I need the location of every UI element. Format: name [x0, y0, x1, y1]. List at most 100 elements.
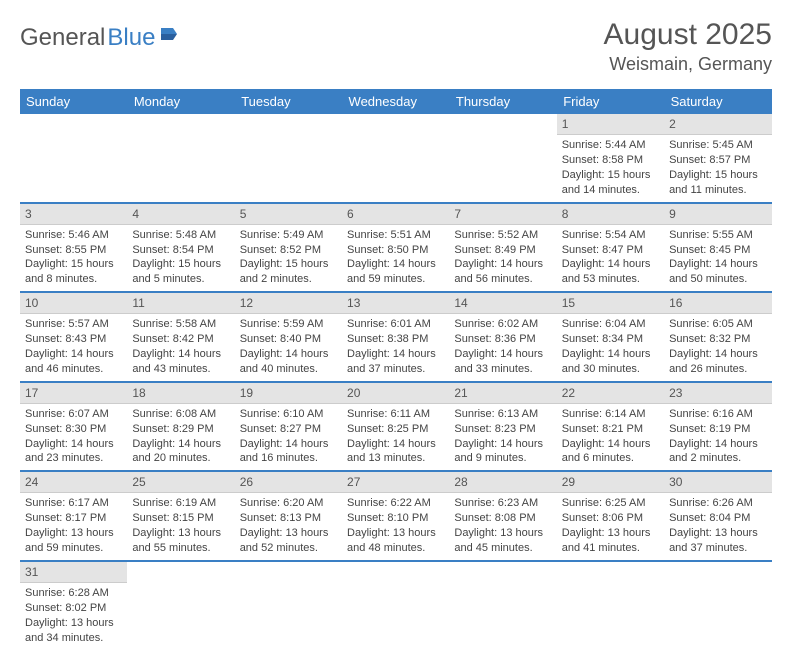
calendar-cell: 26Sunrise: 6:20 AMSunset: 8:13 PMDayligh…: [235, 471, 342, 561]
calendar-cell: 7Sunrise: 5:52 AMSunset: 8:49 PMDaylight…: [449, 203, 556, 293]
daylight-line: Daylight: 13 hours and 48 minutes.: [347, 526, 444, 556]
calendar-cell: 11Sunrise: 5:58 AMSunset: 8:42 PMDayligh…: [127, 292, 234, 382]
day-number: 15: [557, 293, 664, 314]
sunset-line: Sunset: 8:32 PM: [669, 332, 766, 347]
day-header: Wednesday: [342, 89, 449, 114]
calendar-cell: 31Sunrise: 6:28 AMSunset: 8:02 PMDayligh…: [20, 561, 127, 649]
daylight-line: Daylight: 13 hours and 45 minutes.: [454, 526, 551, 556]
calendar-cell: 8Sunrise: 5:54 AMSunset: 8:47 PMDaylight…: [557, 203, 664, 293]
calendar-cell: 13Sunrise: 6:01 AMSunset: 8:38 PMDayligh…: [342, 292, 449, 382]
calendar-cell: 1Sunrise: 5:44 AMSunset: 8:58 PMDaylight…: [557, 114, 664, 203]
day-number: 18: [127, 383, 234, 404]
day-number: 19: [235, 383, 342, 404]
sunrise-line: Sunrise: 6:26 AM: [669, 496, 766, 511]
day-number: 24: [20, 472, 127, 493]
calendar-cell: 9Sunrise: 5:55 AMSunset: 8:45 PMDaylight…: [664, 203, 771, 293]
calendar-cell: [664, 561, 771, 649]
sunset-line: Sunset: 8:54 PM: [132, 243, 229, 258]
day-number: 28: [449, 472, 556, 493]
sunset-line: Sunset: 8:29 PM: [132, 422, 229, 437]
calendar-row: 3Sunrise: 5:46 AMSunset: 8:55 PMDaylight…: [20, 203, 772, 293]
daylight-line: Daylight: 13 hours and 37 minutes.: [669, 526, 766, 556]
location: Weismain, Germany: [604, 54, 772, 75]
day-number: 12: [235, 293, 342, 314]
sunset-line: Sunset: 8:30 PM: [25, 422, 122, 437]
calendar-cell: 17Sunrise: 6:07 AMSunset: 8:30 PMDayligh…: [20, 382, 127, 472]
month-title: August 2025: [604, 18, 772, 52]
sunrise-line: Sunrise: 6:19 AM: [132, 496, 229, 511]
daylight-line: Daylight: 15 hours and 5 minutes.: [132, 257, 229, 287]
day-details: Sunrise: 6:11 AMSunset: 8:25 PMDaylight:…: [342, 404, 449, 470]
day-number: 21: [449, 383, 556, 404]
sunrise-line: Sunrise: 5:59 AM: [240, 317, 337, 332]
day-number: 20: [342, 383, 449, 404]
daylight-line: Daylight: 14 hours and 20 minutes.: [132, 437, 229, 467]
day-details: Sunrise: 5:46 AMSunset: 8:55 PMDaylight:…: [20, 225, 127, 291]
day-details: Sunrise: 5:59 AMSunset: 8:40 PMDaylight:…: [235, 314, 342, 380]
sunset-line: Sunset: 8:38 PM: [347, 332, 444, 347]
daylight-line: Daylight: 14 hours and 46 minutes.: [25, 347, 122, 377]
daylight-line: Daylight: 13 hours and 55 minutes.: [132, 526, 229, 556]
sunrise-line: Sunrise: 5:48 AM: [132, 228, 229, 243]
sunrise-line: Sunrise: 5:52 AM: [454, 228, 551, 243]
day-details: Sunrise: 6:26 AMSunset: 8:04 PMDaylight:…: [664, 493, 771, 559]
calendar-cell: [449, 114, 556, 203]
day-details: Sunrise: 6:10 AMSunset: 8:27 PMDaylight:…: [235, 404, 342, 470]
calendar-row: 17Sunrise: 6:07 AMSunset: 8:30 PMDayligh…: [20, 382, 772, 472]
daylight-line: Daylight: 15 hours and 8 minutes.: [25, 257, 122, 287]
calendar-cell: [235, 114, 342, 203]
day-details: Sunrise: 6:14 AMSunset: 8:21 PMDaylight:…: [557, 404, 664, 470]
logo: General Blue: [20, 24, 181, 52]
day-details: Sunrise: 6:02 AMSunset: 8:36 PMDaylight:…: [449, 314, 556, 380]
sunset-line: Sunset: 8:06 PM: [562, 511, 659, 526]
sunrise-line: Sunrise: 6:05 AM: [669, 317, 766, 332]
calendar-cell: 5Sunrise: 5:49 AMSunset: 8:52 PMDaylight…: [235, 203, 342, 293]
day-header: Monday: [127, 89, 234, 114]
daylight-line: Daylight: 14 hours and 6 minutes.: [562, 437, 659, 467]
day-number: 11: [127, 293, 234, 314]
day-details: Sunrise: 5:52 AMSunset: 8:49 PMDaylight:…: [449, 225, 556, 291]
calendar-cell: 4Sunrise: 5:48 AMSunset: 8:54 PMDaylight…: [127, 203, 234, 293]
daylight-line: Daylight: 13 hours and 59 minutes.: [25, 526, 122, 556]
sunset-line: Sunset: 8:43 PM: [25, 332, 122, 347]
daylight-line: Daylight: 14 hours and 23 minutes.: [25, 437, 122, 467]
day-header: Saturday: [664, 89, 771, 114]
daylight-line: Daylight: 14 hours and 53 minutes.: [562, 257, 659, 287]
sunset-line: Sunset: 8:42 PM: [132, 332, 229, 347]
sunrise-line: Sunrise: 6:25 AM: [562, 496, 659, 511]
sunrise-line: Sunrise: 5:57 AM: [25, 317, 122, 332]
sunrise-line: Sunrise: 6:20 AM: [240, 496, 337, 511]
day-number: 17: [20, 383, 127, 404]
day-details: Sunrise: 5:48 AMSunset: 8:54 PMDaylight:…: [127, 225, 234, 291]
calendar-row: 31Sunrise: 6:28 AMSunset: 8:02 PMDayligh…: [20, 561, 772, 649]
sunrise-line: Sunrise: 5:44 AM: [562, 138, 659, 153]
daylight-line: Daylight: 13 hours and 52 minutes.: [240, 526, 337, 556]
calendar-cell: [235, 561, 342, 649]
daylight-line: Daylight: 14 hours and 2 minutes.: [669, 437, 766, 467]
sunrise-line: Sunrise: 6:10 AM: [240, 407, 337, 422]
sunrise-line: Sunrise: 5:49 AM: [240, 228, 337, 243]
daylight-line: Daylight: 15 hours and 14 minutes.: [562, 168, 659, 198]
day-details: Sunrise: 6:13 AMSunset: 8:23 PMDaylight:…: [449, 404, 556, 470]
daylight-line: Daylight: 15 hours and 11 minutes.: [669, 168, 766, 198]
calendar-cell: 15Sunrise: 6:04 AMSunset: 8:34 PMDayligh…: [557, 292, 664, 382]
day-header: Friday: [557, 89, 664, 114]
sunset-line: Sunset: 8:04 PM: [669, 511, 766, 526]
logo-word2: Blue: [107, 24, 155, 52]
calendar-cell: 22Sunrise: 6:14 AMSunset: 8:21 PMDayligh…: [557, 382, 664, 472]
day-number: 9: [664, 204, 771, 225]
sunset-line: Sunset: 8:55 PM: [25, 243, 122, 258]
sunrise-line: Sunrise: 6:17 AM: [25, 496, 122, 511]
day-details: Sunrise: 5:54 AMSunset: 8:47 PMDaylight:…: [557, 225, 664, 291]
sunset-line: Sunset: 8:57 PM: [669, 153, 766, 168]
calendar-cell: 30Sunrise: 6:26 AMSunset: 8:04 PMDayligh…: [664, 471, 771, 561]
sunrise-line: Sunrise: 5:45 AM: [669, 138, 766, 153]
daylight-line: Daylight: 14 hours and 33 minutes.: [454, 347, 551, 377]
day-number: 8: [557, 204, 664, 225]
sunrise-line: Sunrise: 6:16 AM: [669, 407, 766, 422]
sunrise-line: Sunrise: 6:08 AM: [132, 407, 229, 422]
logo-word1: General: [20, 24, 105, 52]
day-number: 10: [20, 293, 127, 314]
sunset-line: Sunset: 8:52 PM: [240, 243, 337, 258]
day-details: Sunrise: 6:22 AMSunset: 8:10 PMDaylight:…: [342, 493, 449, 559]
